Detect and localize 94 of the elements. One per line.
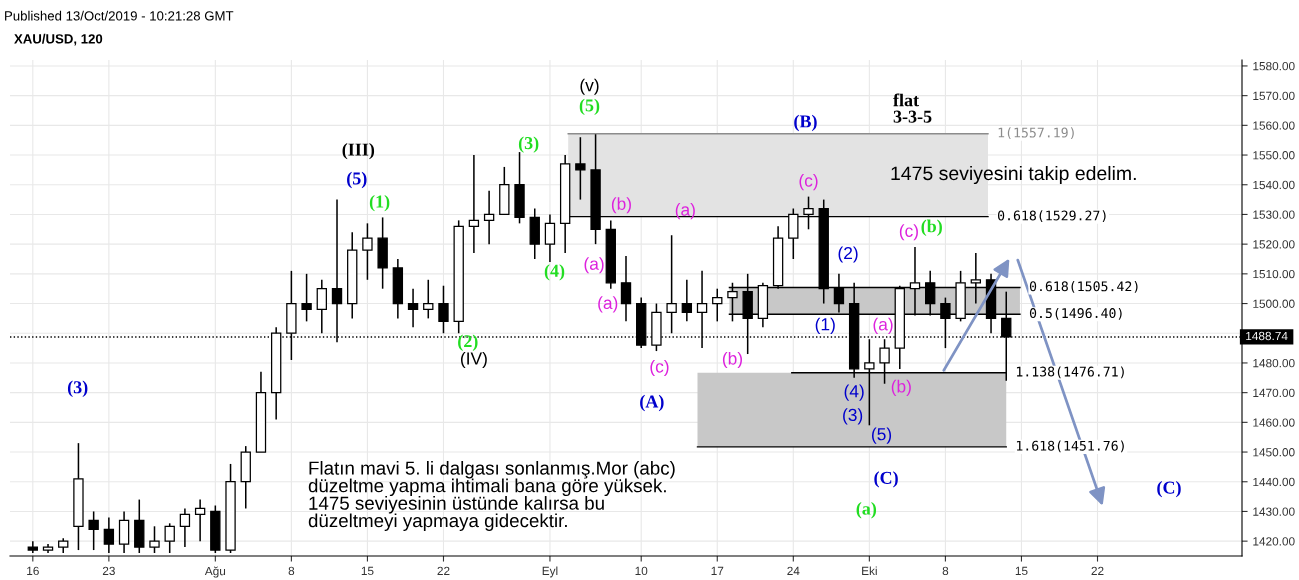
annotation: (C) <box>1157 480 1181 498</box>
y-tick-label: 1420.00 <box>1253 537 1295 546</box>
y-tick-label: 1520.00 <box>1253 240 1295 249</box>
annotation: (III) <box>342 142 375 160</box>
candlestick <box>712 287 723 323</box>
chart-title: XAU/USD, 120 <box>14 33 103 46</box>
annotation: (c) <box>899 224 918 241</box>
annotation: (c) <box>650 359 669 377</box>
annotation: (b) <box>722 351 742 369</box>
candlestick <box>423 279 434 320</box>
x-tick-label: 22 <box>437 566 450 575</box>
x-tick-label: Eyl <box>542 566 558 578</box>
ref-line-label: 0.618(1529.27) <box>997 210 1106 223</box>
annotation: (b) <box>611 197 631 214</box>
x-tick-label: Ağu <box>204 566 226 578</box>
annotation: (A) <box>640 394 664 412</box>
candlestick <box>666 234 677 335</box>
annotation: (5) <box>347 171 367 189</box>
annotation: (v) <box>580 78 599 95</box>
y-tick-label: 1430.00 <box>1253 507 1295 516</box>
y-tick-label: 1540.00 <box>1253 180 1295 190</box>
annotation: flat 3-3-5 <box>893 93 932 123</box>
x-tick-label: 15 <box>361 566 374 576</box>
annotation: (3) <box>518 136 539 153</box>
annotation: Flatın mavi 5. li dalgası sonlanmış.Mor (abc) düzeltme yapma ihtimali bana göre yüksek. 1475 seviyesinin üstünde kalırsa bu düzeltmeyi yapmaya gidecektir. <box>308 461 675 531</box>
candlestick <box>468 154 480 254</box>
ref-line-label: 1.618(1451.76) <box>1016 440 1124 453</box>
candlestick <box>179 507 191 548</box>
candlestick <box>407 287 419 329</box>
candlestick <box>544 213 556 263</box>
x-tick-label: 8 <box>942 566 949 576</box>
annotation: (3) <box>843 408 863 425</box>
candlestick <box>362 222 373 281</box>
annotation: (1) <box>815 317 835 334</box>
candlestick <box>575 136 586 201</box>
annotation: (b) <box>891 379 911 396</box>
annotation: (B) <box>794 114 817 132</box>
ref-line-label: 1(1557.19) <box>998 127 1074 140</box>
x-tick-label: 16 <box>27 566 39 576</box>
annotation: (a) <box>675 203 695 220</box>
annotation: 1475 seviyesini takip edelim. <box>891 165 1136 185</box>
ref-line-label: 1488.74 <box>1246 331 1288 341</box>
y-tick-label: 1570.00 <box>1253 91 1295 101</box>
ref-line-label: 0.5(1496.40) <box>1029 307 1122 320</box>
y-tick-label: 1510.00 <box>1253 269 1295 279</box>
x-tick-label: 23 <box>102 566 115 576</box>
annotation: (a) <box>856 502 877 519</box>
x-tick-label: 17 <box>711 566 724 575</box>
x-tick-label: 15 <box>1015 566 1028 576</box>
y-tick-label: 1440.00 <box>1253 477 1295 487</box>
y-tick-label: 1470.00 <box>1253 388 1295 398</box>
candlestick <box>103 516 115 554</box>
annotation: (4) <box>844 384 864 401</box>
annotation: (a) <box>873 317 893 334</box>
candlestick <box>316 279 327 335</box>
annotation: (5) <box>871 427 892 444</box>
annotation: (b) <box>921 219 942 236</box>
y-tick-label: 1480.00 <box>1253 358 1295 368</box>
annotation: (4) <box>544 264 565 281</box>
x-tick-label: 22 <box>1091 566 1104 575</box>
candlestick <box>88 510 99 551</box>
x-tick-label: 24 <box>787 566 800 575</box>
candlestick <box>149 525 160 554</box>
y-tick-label: 1580.00 <box>1253 61 1295 71</box>
x-tick-label: 10 <box>635 566 648 576</box>
annotation: (IV) <box>461 351 487 369</box>
y-tick-label: 1500.00 <box>1253 299 1295 308</box>
ref-line-label: 1.138(1476.71) <box>1016 366 1124 379</box>
annotation: (c) <box>799 173 818 191</box>
y-tick-label: 1530.00 <box>1253 210 1295 219</box>
x-tick-label: Eki <box>862 566 877 575</box>
annotation: (C) <box>874 471 898 488</box>
y-tick-label: 1550.00 <box>1253 151 1295 160</box>
candlestick <box>620 255 632 323</box>
candlestick <box>438 284 449 335</box>
candlestick <box>681 279 693 323</box>
annotation: (2) <box>838 246 858 263</box>
annotation: (2) <box>458 334 478 351</box>
text: Published 13/Oct/2019 - 10:21:28 GMT <box>5 10 234 21</box>
candlestick <box>194 498 206 542</box>
annotation: (3) <box>67 380 88 397</box>
y-tick-label: 1560.00 <box>1253 121 1295 130</box>
candlestick <box>483 189 495 245</box>
annotation: (a) <box>584 257 604 274</box>
candlestick <box>301 273 312 323</box>
y-tick-label: 1450.00 <box>1253 448 1295 457</box>
annotation: (a) <box>598 296 618 313</box>
x-tick-label: 8 <box>288 566 295 576</box>
candlestick <box>118 510 130 554</box>
candlestick <box>164 522 175 554</box>
annotation: (1) <box>369 194 390 212</box>
ref-line-label: 0.618(1505.42) <box>1029 281 1138 293</box>
annotation: (5) <box>579 98 600 116</box>
y-tick-label: 1460.00 <box>1253 418 1295 427</box>
